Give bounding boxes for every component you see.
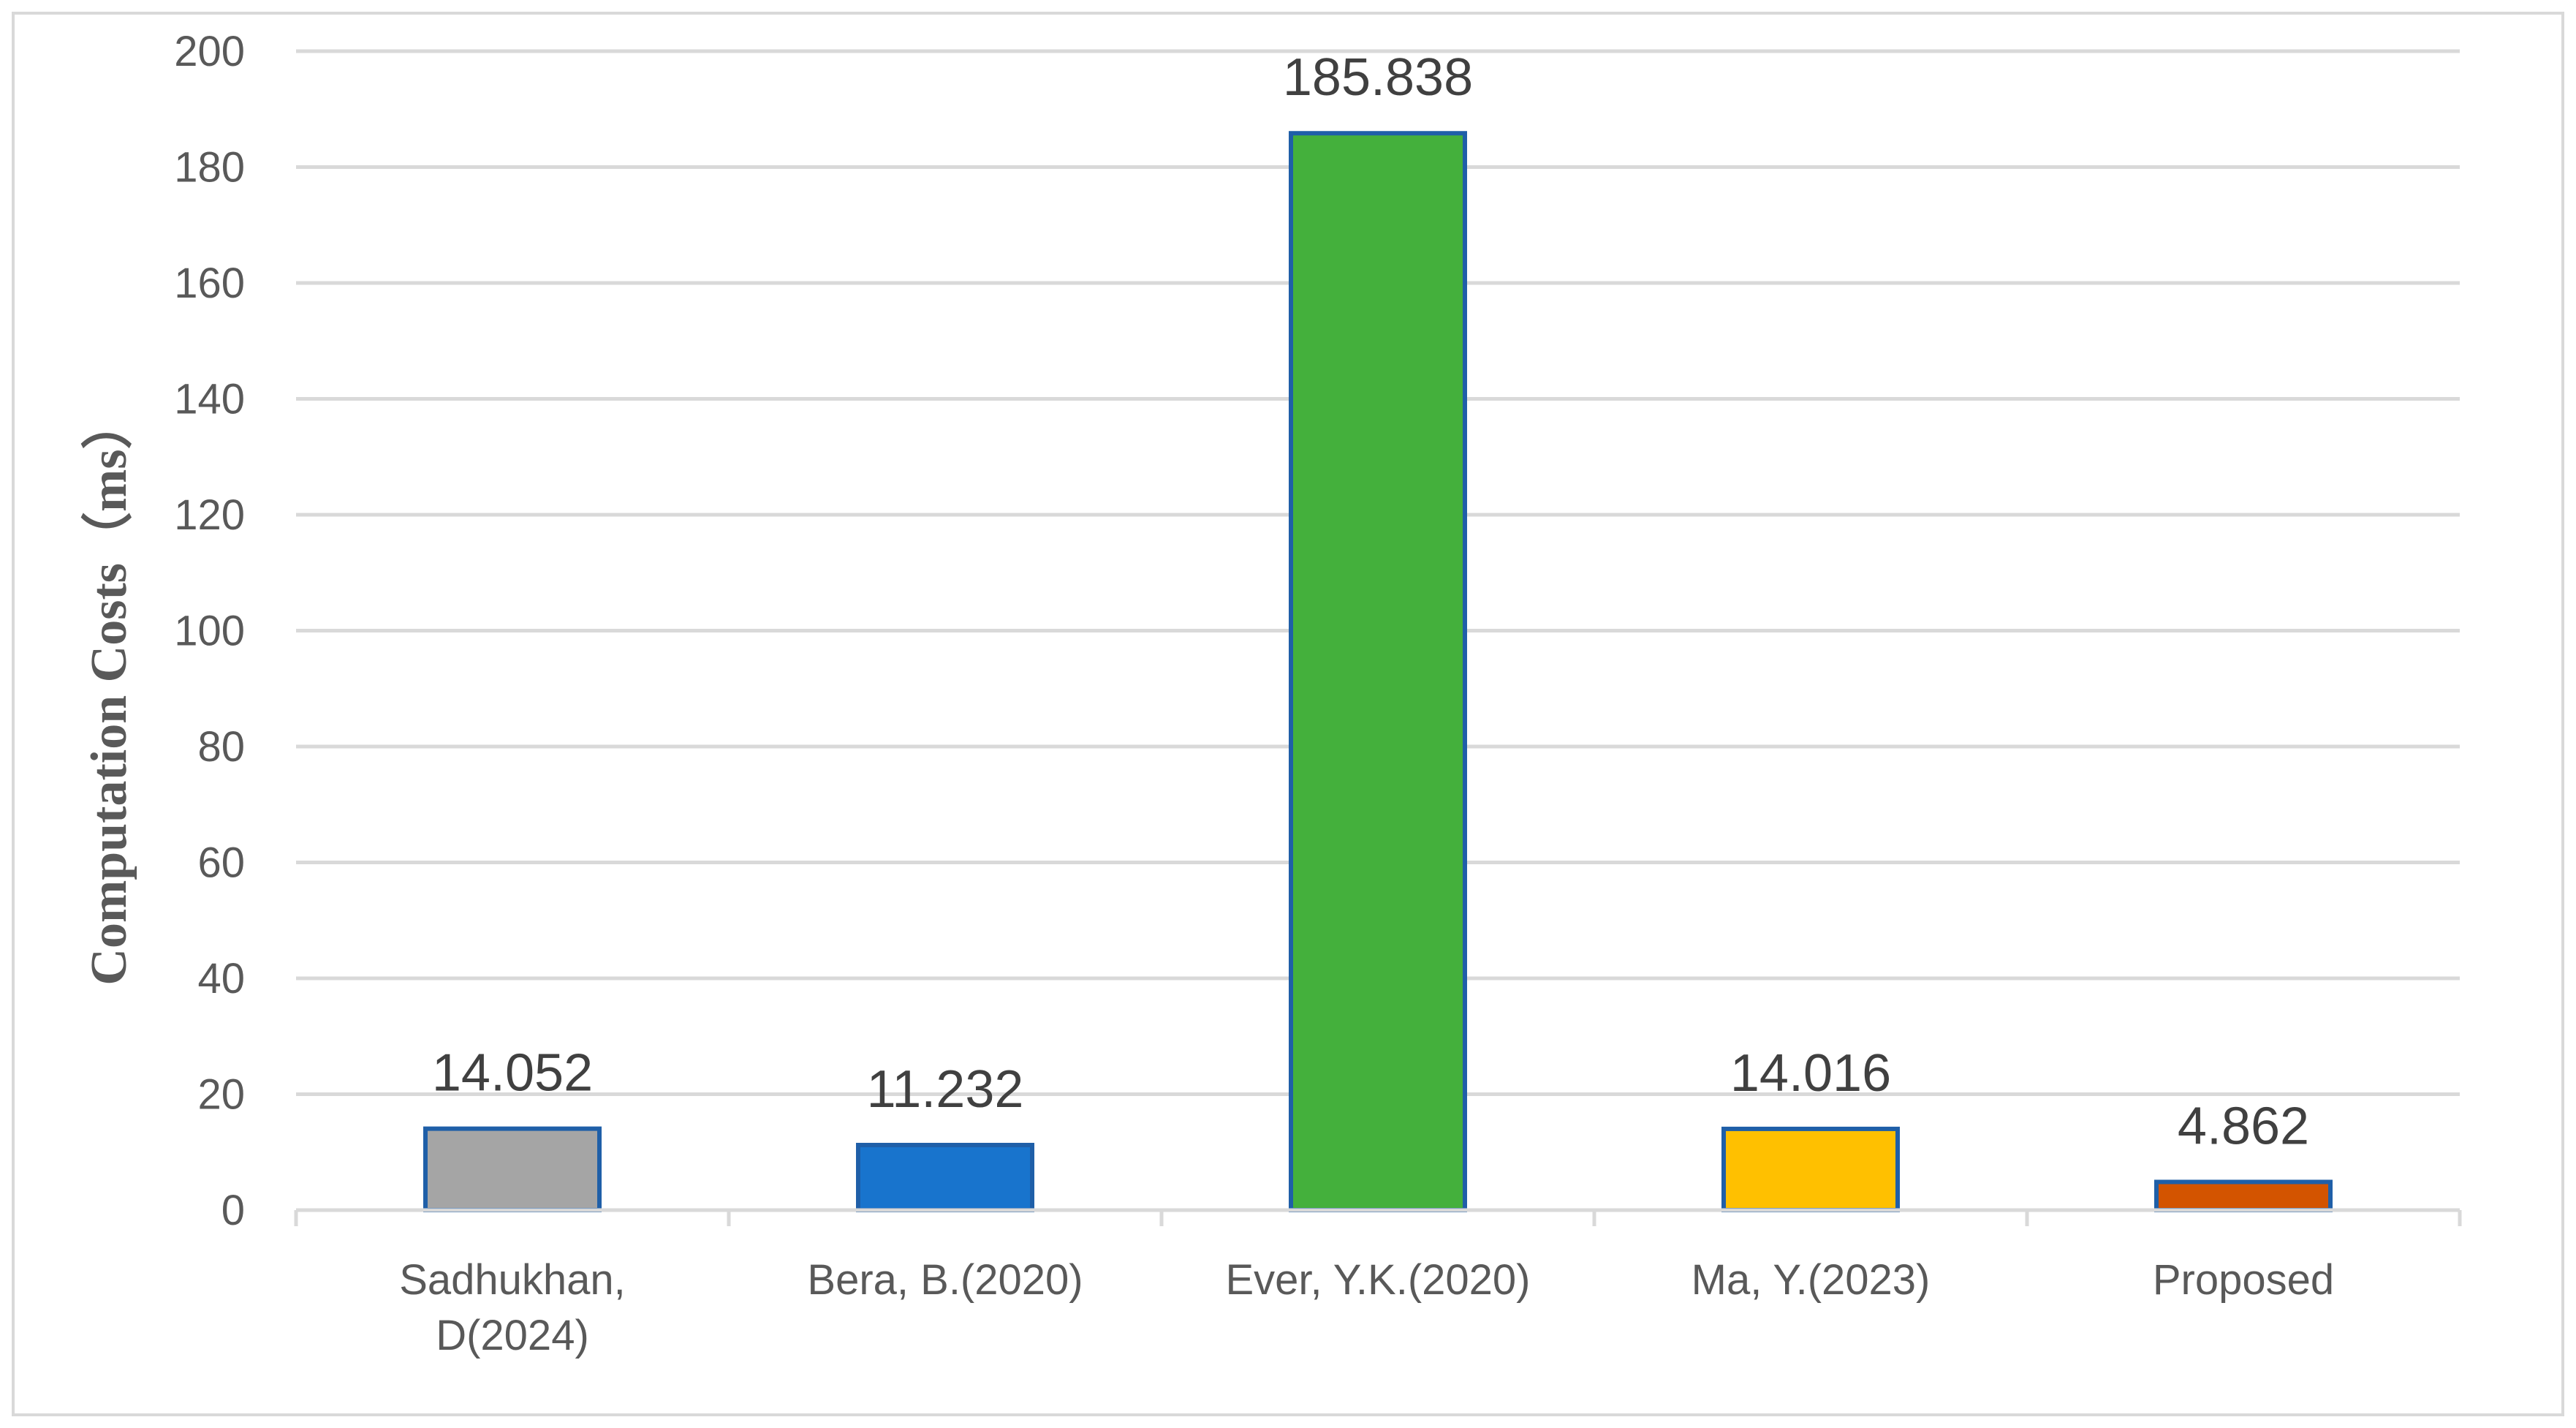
bar-3 <box>1721 1126 1900 1213</box>
y-tick-label: 200 <box>174 28 245 75</box>
bar-2 <box>1289 131 1467 1212</box>
data-label: 185.838 <box>1283 48 1473 107</box>
x-tick-label-line: Sadhukhan, <box>399 1256 626 1304</box>
x-tick-label: Sadhukhan, D(2024) <box>399 1256 626 1359</box>
y-tick-label: 80 <box>197 723 245 771</box>
y-tick-label: 100 <box>174 608 245 655</box>
bar-1 <box>856 1142 1034 1213</box>
y-tick-label: 20 <box>197 1071 245 1119</box>
x-tick-label-line: Proposed <box>2153 1256 2334 1304</box>
bar-4 <box>2154 1179 2333 1212</box>
x-tick-label-line: Bera, B.(2020) <box>807 1256 1083 1304</box>
y-axis-title: Computation Costs（ms） <box>80 398 137 985</box>
x-axis <box>294 1208 2462 1226</box>
data-labels: 14.052 11.232 185.838 14.016 4.862 <box>432 48 2309 1155</box>
x-tick-label: Ever, Y.K.(2020) <box>1225 1256 1530 1304</box>
y-tick-label: 140 <box>174 376 245 423</box>
bar-0 <box>423 1126 602 1213</box>
x-tick-label: Ma, Y.(2023) <box>1692 1256 1931 1304</box>
y-tick-label: 120 <box>174 491 245 539</box>
data-label: 11.232 <box>867 1060 1024 1119</box>
y-tick-label: 60 <box>197 839 245 887</box>
y-tick-label: 0 <box>221 1187 245 1234</box>
x-axis-tick-labels: Sadhukhan, D(2024) Bera, B.(2020) Ever, Y.K… <box>399 1256 2334 1359</box>
x-tick-label-line: Ma, Y.(2023) <box>1692 1256 1931 1304</box>
y-tick-label: 160 <box>174 260 245 307</box>
x-tick-label-line: D(2024) <box>436 1312 589 1359</box>
x-tick-label: Bera, B.(2020) <box>807 1256 1083 1304</box>
data-label: 14.016 <box>1730 1044 1891 1103</box>
y-tick-label: 40 <box>197 955 245 1002</box>
y-axis-tick-labels: 0 20 40 60 80 100 120 140 160 180 200 <box>174 28 245 1234</box>
data-label: 14.052 <box>432 1044 593 1103</box>
data-label: 4.862 <box>2178 1097 2309 1155</box>
y-tick-label: 180 <box>174 144 245 192</box>
x-tick-label: Proposed <box>2153 1256 2334 1304</box>
x-tick-label-line: Ever, Y.K.(2020) <box>1225 1256 1530 1304</box>
